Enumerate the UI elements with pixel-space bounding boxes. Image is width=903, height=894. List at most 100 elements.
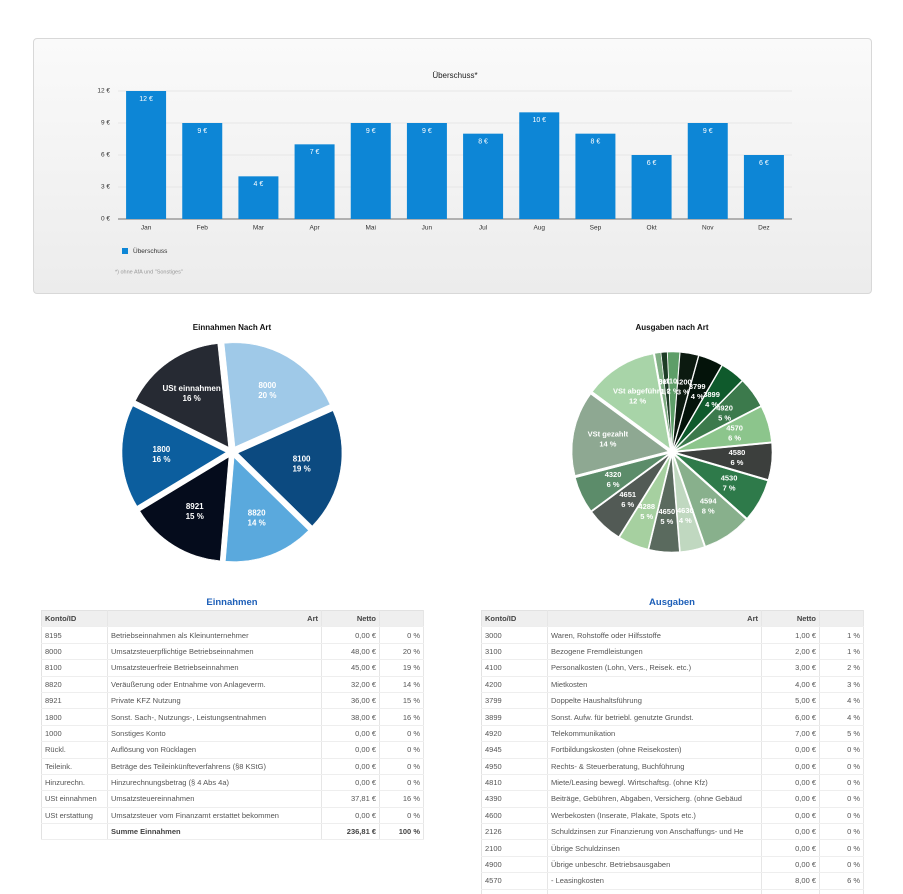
- table-cell: 0,00 €: [321, 741, 380, 759]
- table-row: 8820 Veräußerung oder Entnahme von Anlage…: [41, 676, 424, 693]
- table-cell: 4920: [481, 725, 548, 743]
- table-row: 3899 Sonst. Aufw. für betriebl. genutzte …: [481, 708, 864, 726]
- table-row: 4600 Werbekosten (Inserate, Plakate, Spot…: [481, 807, 864, 825]
- bar: [575, 133, 616, 219]
- table-cell: 8195: [41, 626, 108, 644]
- income-table: Einnahmen Konto/ID Art Netto 8195 Betriebsein…: [41, 596, 424, 841]
- table-cell: 0,00 €: [761, 790, 820, 808]
- value-label: 6 €: [759, 160, 769, 167]
- table-cell: Umsatzsteuerpflichtige Betriebseinnahmen: [107, 643, 322, 661]
- expense-table: Ausgaben Konto/ID Art Netto 3000 Waren, Rohst…: [481, 596, 864, 894]
- table-cell: 3,00 €: [761, 659, 820, 677]
- pie-slice: [675, 406, 772, 452]
- table-title: Ausgaben: [649, 597, 695, 608]
- table-row: 4390 Beiträge, Gebühren, Abgaben, Versich…: [481, 790, 864, 808]
- table-cell: Übrige Schuldzinsen: [547, 839, 762, 857]
- table-cell: 16 %: [379, 708, 424, 726]
- table-cell: 48,00 €: [321, 643, 380, 661]
- table-cell: 4100: [481, 659, 548, 677]
- table-cell: 0 %: [819, 774, 864, 792]
- table-row: 4900 Übrige unbeschr. Betriebsausgaben 0,0…: [481, 856, 864, 874]
- table-cell: 0 %: [819, 758, 864, 775]
- slice-percent: 5 %: [640, 512, 653, 521]
- x-tick-label: Jul: [479, 225, 488, 232]
- slice-label: 8921: [186, 502, 204, 511]
- chart-title: Einnahmen Nach Art: [193, 323, 272, 332]
- slice-label: 3799: [689, 382, 706, 391]
- slice-label: VSt abgeführt: [613, 387, 663, 396]
- bar: [406, 123, 447, 219]
- table-cell: 4 %: [819, 708, 864, 726]
- table-cell: 4810: [481, 774, 548, 792]
- table-cell: Doppelte Haushaltsführung: [547, 692, 762, 710]
- table-cell: 0 %: [819, 790, 864, 808]
- table-cell: 5 %: [819, 725, 864, 743]
- slice-label: 4570: [726, 424, 743, 433]
- pie-slice: [667, 351, 680, 449]
- table-cell: 0 %: [379, 725, 424, 743]
- y-tick-label: 12 €: [97, 88, 110, 95]
- table-cell: Mietkosten: [547, 676, 762, 693]
- pie-slice: [675, 453, 768, 519]
- pie-slice: [121, 405, 227, 507]
- y-tick-label: 0 €: [101, 216, 110, 223]
- table-cell: - Leasingkosten: [547, 872, 762, 890]
- table-row: Teileink. Beträge des Teileinkünfteverfah…: [41, 758, 424, 775]
- table-row: 4100 Personalkosten (Lohn, Vers., Reisek.…: [481, 659, 864, 677]
- table-cell: 0 %: [819, 741, 864, 759]
- slice-label: 3000: [654, 377, 671, 386]
- table-cell: Schuldzinsen zur Finanzierung von Anscha…: [547, 823, 762, 841]
- table-row: 2126 Schuldzinsen zur Finanzierung von An…: [481, 823, 864, 841]
- table-cell: Beiträge, Gebühren, Abgaben, Versicherg.…: [547, 790, 762, 808]
- pie-slice: [673, 454, 747, 547]
- table-row: 4950 Rechts- & Steuerberatung, Buchführun…: [481, 758, 864, 775]
- pie-slice: [591, 454, 670, 537]
- table-cell: 4945: [481, 741, 548, 759]
- table-row: 1000 Sonstiges Konto 0,00 €0 %: [41, 725, 424, 743]
- table-cell: 3000: [481, 626, 548, 644]
- table-cell: 4570: [481, 872, 548, 890]
- value-label: 10 €: [532, 117, 546, 124]
- table-cell: 4 %: [819, 692, 864, 710]
- slice-percent: 19 %: [292, 465, 310, 474]
- table-cell: 1000: [41, 725, 108, 743]
- table-cell: 0,00 €: [321, 758, 380, 775]
- table-cell: 8100: [41, 659, 108, 677]
- table-cell: Telekommunikation: [547, 725, 762, 743]
- legend-label: Überschuss: [133, 247, 168, 255]
- slice-percent: 7 %: [723, 484, 736, 493]
- slice-label: 3100: [658, 377, 675, 386]
- table-row: 3000 Waren, Rohstoffe oder Hilfsstoffe 1,0…: [481, 626, 864, 644]
- header-cell: [819, 610, 864, 628]
- table-cell: 0,00 €: [321, 725, 380, 743]
- pie-slice: [575, 453, 669, 511]
- table-cell: 3 %: [819, 676, 864, 693]
- pie-slice: [648, 455, 680, 553]
- table-row: 4920 Telekommunikation 7,00 €5 %: [481, 725, 864, 743]
- bar: [294, 144, 335, 219]
- table-row: 4810 Miete/Leasing bewegl. Wirtschaftsg. …: [481, 774, 864, 792]
- x-tick-label: Jun: [422, 225, 433, 232]
- pie-slice: [672, 455, 705, 552]
- table-cell: 0,00 €: [761, 823, 820, 841]
- slice-label: USt einnahmen: [163, 384, 221, 393]
- table-cell: Sonst. Sach-, Nutzungs-, Leistungsentnah…: [107, 708, 322, 726]
- pie-slice: [674, 365, 743, 449]
- table-row: 1800 Sonst. Sach-, Nutzungs-, Leistungsen…: [41, 708, 424, 726]
- table-cell: 8820: [41, 676, 108, 693]
- header-cell: Art: [547, 610, 762, 628]
- table-cell: 8000: [41, 643, 108, 661]
- pie-slice: [225, 457, 309, 562]
- value-label: 9 €: [703, 128, 713, 135]
- header-cell: Konto/ID: [41, 610, 108, 628]
- x-tick-label: Aug: [533, 225, 545, 232]
- header-row: Konto/ID Art Netto: [481, 610, 864, 628]
- value-label: 8 €: [478, 139, 488, 146]
- value-label: 9 €: [422, 128, 432, 135]
- table-cell: 0 %: [819, 856, 864, 874]
- table-cell: Rückl.: [41, 741, 108, 759]
- table-row: 4200 Mietkosten 4,00 €3 %: [481, 676, 864, 693]
- table-row: 8921 Private KFZ Nutzung 36,00 €15 %: [41, 692, 424, 710]
- value-label: 9 €: [366, 128, 376, 135]
